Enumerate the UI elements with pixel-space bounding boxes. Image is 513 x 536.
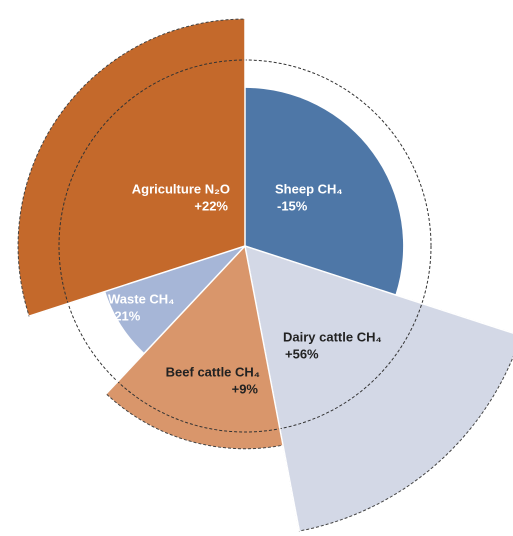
value-label: +9% [232,381,259,396]
value-label: +56% [285,346,319,361]
separator [244,245,301,532]
separator [105,245,246,395]
value-label: -21% [110,308,141,323]
separator [28,245,246,317]
sector-outline [244,245,513,532]
sector-label: Dairy cattle CH₄ [283,329,382,344]
sector-label: Waste CH₄ [108,291,174,306]
sector-outline [105,244,284,450]
sector-label: Sheep CH₄ [275,181,343,196]
sector [245,246,513,532]
sector [245,87,404,295]
sector-label: Agriculture N₂O [132,181,230,196]
separator [244,245,513,334]
sector [18,19,245,317]
sector [105,246,245,354]
sector-outline [17,18,246,317]
value-label: -15% [277,198,308,213]
sector [106,246,283,449]
sector-label: Beef cattle CH₄ [166,364,260,379]
value-label: +22% [194,198,228,213]
